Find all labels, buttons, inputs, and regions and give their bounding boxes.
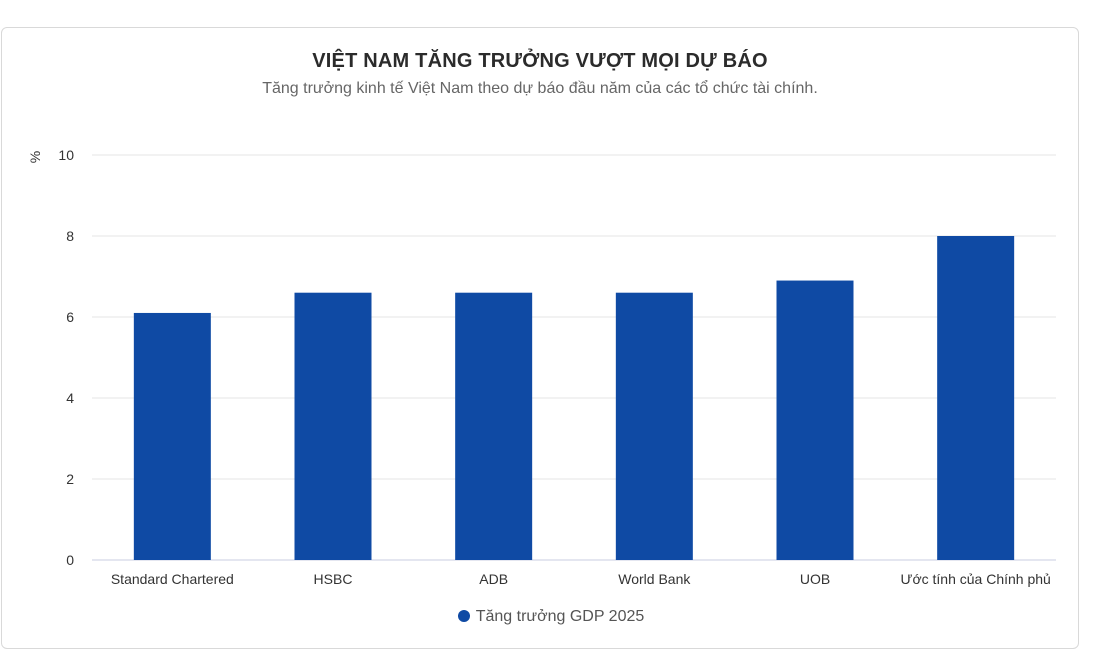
legend-label: Tăng trưởng GDP 2025: [475, 608, 645, 625]
x-tick-label: Ước tính của Chính phủ: [900, 571, 1050, 587]
y-tick-label: 0: [66, 552, 74, 568]
bar[interactable]: [937, 236, 1015, 560]
bar[interactable]: [455, 292, 533, 560]
x-tick-label: ADB: [479, 571, 508, 587]
bar[interactable]: [133, 312, 211, 560]
y-tick-label: 6: [66, 309, 74, 325]
x-tick-label: Standard Chartered: [111, 571, 234, 587]
y-tick-label: 2: [66, 471, 74, 487]
bar[interactable]: [776, 280, 854, 560]
bar[interactable]: [294, 292, 372, 560]
x-tick-label: UOB: [800, 571, 830, 587]
x-tick-label: World Bank: [618, 571, 691, 587]
y-tick-label: 4: [66, 390, 74, 406]
chart-legend[interactable]: Tăng trưởng GDP 2025: [0, 608, 1099, 626]
bar[interactable]: [615, 292, 693, 560]
y-axis-label: %: [27, 151, 43, 163]
y-tick-label: 8: [66, 228, 74, 244]
chart-title: VIỆT NAM TĂNG TRƯỞNG VƯỢT MỌI DỰ BÁO: [312, 50, 768, 72]
chart-subtitle: Tăng trưởng kinh tế Việt Nam theo dự báo…: [262, 80, 818, 97]
legend-marker: [457, 609, 470, 622]
y-tick-label: 10: [58, 147, 74, 163]
x-tick-label: HSBC: [314, 571, 353, 587]
